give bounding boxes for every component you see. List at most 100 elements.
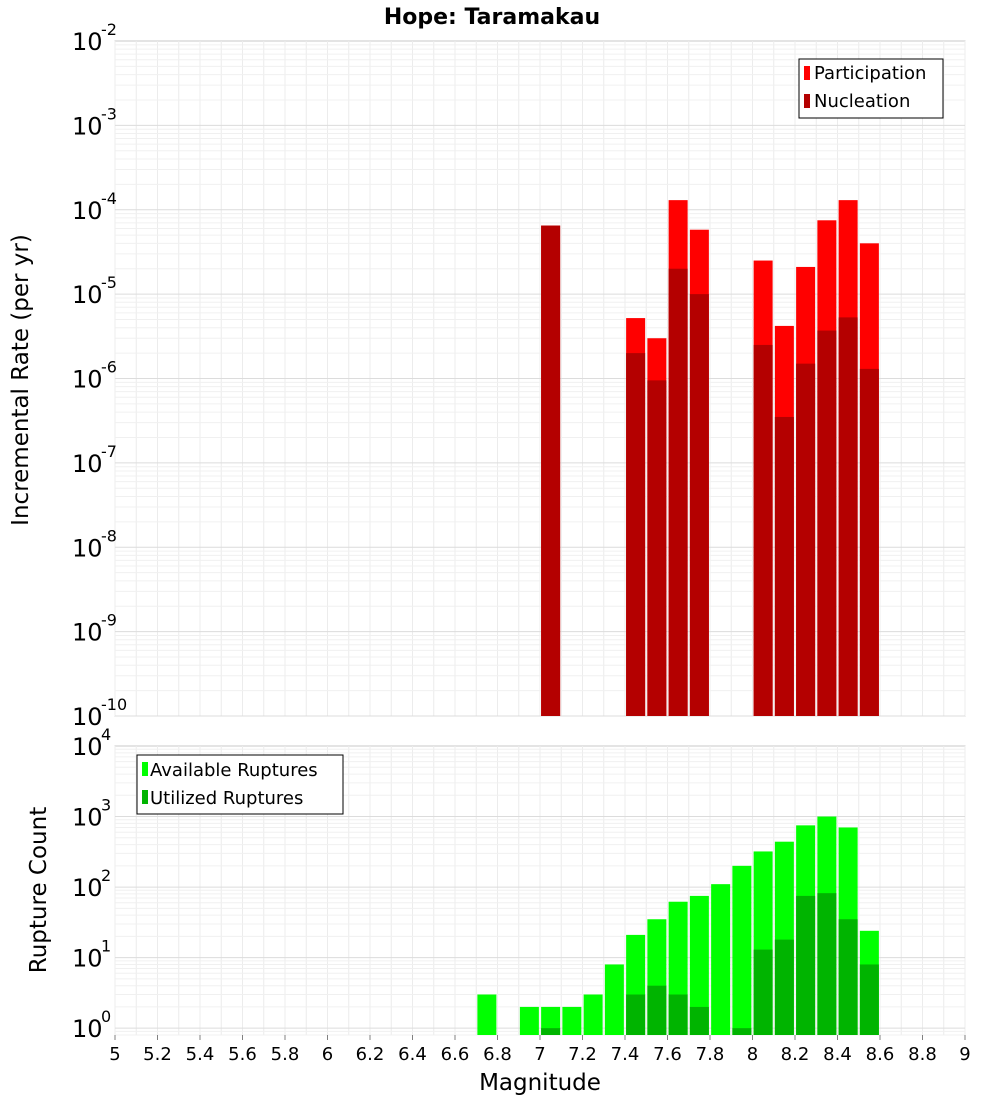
legend-label-available: Available Ruptures bbox=[150, 760, 318, 781]
x-tick-label: 7.6 bbox=[653, 1044, 682, 1065]
y-tick-label: 10 bbox=[72, 703, 103, 731]
nucleation-bar bbox=[796, 363, 816, 716]
y-tick-exponent: -2 bbox=[101, 20, 117, 39]
legend-swatch-utilized bbox=[142, 790, 148, 804]
nucleation-bar bbox=[859, 368, 879, 716]
x-tick-label: 6.6 bbox=[441, 1044, 470, 1065]
x-tick-label: 5.4 bbox=[186, 1044, 215, 1065]
nucleation-bar bbox=[838, 317, 858, 716]
available-ruptures-bar bbox=[604, 964, 624, 1035]
y-tick-exponent: -5 bbox=[101, 273, 117, 292]
legend-swatch-nucleation bbox=[804, 94, 810, 108]
y-tick-label: 10 bbox=[72, 366, 103, 394]
y-tick-label: 10 bbox=[72, 112, 103, 140]
x-axis-label: Magnitude bbox=[479, 1070, 601, 1096]
x-tick-label: 6 bbox=[322, 1044, 333, 1065]
y-tick-exponent: -9 bbox=[101, 611, 117, 630]
x-tick-label: 7.2 bbox=[568, 1044, 597, 1065]
x-tick-label: 5.2 bbox=[143, 1044, 172, 1065]
available-ruptures-bar bbox=[689, 895, 709, 1035]
utilized-ruptures-bar bbox=[732, 1028, 752, 1035]
available-ruptures-bar bbox=[562, 1006, 582, 1035]
x-tick-label: 5 bbox=[109, 1044, 120, 1065]
y-tick-exponent: -4 bbox=[101, 189, 117, 208]
legend-label-nucleation: Nucleation bbox=[814, 91, 910, 112]
x-tick-label: 8 bbox=[747, 1044, 758, 1065]
y-tick-label: 10 bbox=[72, 534, 103, 562]
y-tick-exponent: -7 bbox=[101, 442, 117, 461]
y-tick-exponent: 0 bbox=[101, 1007, 111, 1026]
x-tick-label: 6.8 bbox=[483, 1044, 512, 1065]
rate-y-axis-label: Incremental Rate (per yr) bbox=[8, 234, 34, 526]
utilized-ruptures-bar bbox=[626, 994, 646, 1035]
utilized-ruptures-bar bbox=[859, 964, 879, 1035]
x-tick-label: 5.6 bbox=[228, 1044, 257, 1065]
available-ruptures-bar bbox=[732, 865, 752, 1035]
x-tick-label: 9 bbox=[959, 1044, 970, 1065]
available-ruptures-bar bbox=[519, 1006, 539, 1035]
utilized-ruptures-bar bbox=[668, 994, 688, 1035]
nucleation-bar bbox=[753, 344, 773, 716]
utilized-ruptures-bar bbox=[753, 949, 773, 1035]
y-tick-exponent: -3 bbox=[101, 104, 117, 123]
y-tick-label: 10 bbox=[72, 28, 103, 56]
nucleation-bar bbox=[774, 416, 794, 716]
utilized-ruptures-bar bbox=[647, 985, 667, 1035]
available-ruptures-bar bbox=[477, 994, 497, 1035]
y-tick-label: 10 bbox=[72, 619, 103, 647]
nucleation-bar bbox=[668, 268, 688, 716]
y-tick-label: 10 bbox=[72, 804, 103, 832]
x-tick-label: 7 bbox=[534, 1044, 545, 1065]
nucleation-bar bbox=[541, 225, 561, 716]
y-tick-exponent: -10 bbox=[101, 695, 127, 714]
rate-legend-box bbox=[798, 58, 944, 119]
x-tick-label: 8.6 bbox=[866, 1044, 895, 1065]
available-ruptures-bar bbox=[541, 1006, 561, 1035]
count-legend: Available Ruptures Utilized Ruptures bbox=[136, 754, 344, 815]
y-tick-label: 10 bbox=[72, 874, 103, 902]
x-tick-label: 5.8 bbox=[271, 1044, 300, 1065]
legend-swatch-available bbox=[142, 762, 148, 776]
utilized-ruptures-bar bbox=[774, 939, 794, 1035]
y-tick-exponent: 2 bbox=[101, 866, 111, 885]
nucleation-bar bbox=[817, 330, 837, 716]
x-tick-label: 6.2 bbox=[356, 1044, 385, 1065]
available-ruptures-bar bbox=[711, 884, 731, 1035]
legend-swatch-participation bbox=[804, 66, 810, 80]
y-tick-exponent: 3 bbox=[101, 796, 111, 815]
y-tick-label: 10 bbox=[72, 1015, 103, 1043]
y-tick-exponent: -8 bbox=[101, 526, 117, 545]
y-tick-label: 10 bbox=[72, 945, 103, 973]
y-tick-label: 10 bbox=[72, 281, 103, 309]
count-bars bbox=[477, 816, 879, 1035]
available-ruptures-bar bbox=[583, 994, 603, 1035]
rate-bars bbox=[541, 200, 879, 717]
y-tick-label: 10 bbox=[72, 197, 103, 225]
nucleation-bar bbox=[689, 294, 709, 716]
nucleation-bar bbox=[626, 353, 646, 716]
y-tick-label: 10 bbox=[72, 733, 103, 761]
rate-grid bbox=[114, 41, 966, 717]
utilized-ruptures-bar bbox=[817, 893, 837, 1035]
x-tick-label: 8.2 bbox=[781, 1044, 810, 1065]
x-ticks: 5 5.2 5.4 5.6 5.8 6 6.2 6.4 6.6 6.8 7 7.2 7.4 7.6 7.8 8… bbox=[109, 1035, 971, 1065]
x-tick-label: 8.4 bbox=[823, 1044, 852, 1065]
y-tick-exponent: 4 bbox=[101, 725, 111, 744]
legend-label-utilized: Utilized Ruptures bbox=[150, 788, 303, 809]
x-tick-label: 7.8 bbox=[696, 1044, 725, 1065]
x-tick-label: 6.4 bbox=[398, 1044, 427, 1065]
y-tick-label: 10 bbox=[72, 450, 103, 478]
rate-legend: Participation Nucleation bbox=[798, 58, 944, 119]
legend-label-participation: Participation bbox=[814, 63, 926, 84]
utilized-ruptures-bar bbox=[796, 895, 816, 1035]
x-tick-label: 8.8 bbox=[908, 1044, 937, 1065]
nucleation-bar bbox=[647, 380, 667, 716]
chart-title: Hope: Taramakau bbox=[384, 5, 600, 30]
utilized-ruptures-bar bbox=[838, 919, 858, 1035]
utilized-ruptures-bar bbox=[689, 1006, 709, 1035]
